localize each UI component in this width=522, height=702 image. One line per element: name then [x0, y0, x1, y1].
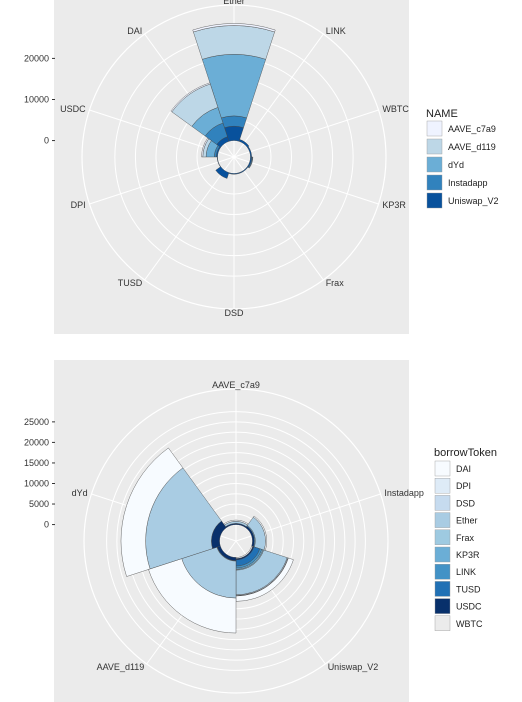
- y-tick-label: 20000: [24, 53, 49, 63]
- legend-key-aave-c7a9: [426, 120, 443, 137]
- legend-key-frax: [434, 529, 451, 545]
- y-tick-label: 10000: [24, 478, 49, 488]
- legend-key-instadapp: [426, 174, 443, 191]
- bar-kp3r-aave-d119: [248, 156, 254, 169]
- y-tick-label: 5000: [29, 499, 49, 509]
- chart-1: Ether LINK WBTC KP3R Frax DSD TUSD DPI USDC DAI 0 1…: [24, 0, 499, 334]
- legend-label-dai: DAI: [456, 464, 471, 474]
- grid-spoke: [233, 156, 324, 281]
- grid-spoke: [233, 156, 379, 205]
- legend-label-tusd: TUSD: [456, 584, 481, 594]
- legend-title: borrowToken: [434, 447, 497, 459]
- legend-label-uniswap-v2: Uniswap_V2: [448, 196, 499, 206]
- legend-title: NAME: [426, 108, 458, 120]
- y-tick-label: 15000: [24, 458, 49, 468]
- legend-label-aave-d119: AAVE_d119: [448, 142, 496, 152]
- legend-label-ether: Ether: [456, 516, 478, 526]
- bar-ether-aave-d119: [193, 25, 275, 60]
- category-label-instadapp: Instadapp: [384, 488, 424, 498]
- legend-label-dyd: dYd: [448, 160, 464, 170]
- category-label-ether: Ether: [223, 0, 245, 6]
- grid-spoke: [89, 156, 235, 205]
- category-label-aave-c7a9: AAVE_c7a9: [212, 380, 260, 390]
- legend-key-uniswap-v2: [426, 192, 443, 209]
- legend-label-aave-c7a9: AAVE_c7a9: [448, 124, 496, 134]
- legend-label-frax: Frax: [456, 533, 475, 543]
- legend-label-usdc: USDC: [456, 602, 482, 612]
- category-label-frax: Frax: [326, 278, 345, 288]
- y-tick-label: 0: [44, 136, 49, 146]
- category-label-aave-d119: AAVE_d119: [97, 662, 145, 672]
- legend-key-wbtc: [434, 615, 451, 631]
- legend-label-dsd: DSD: [456, 498, 476, 508]
- legend-key-ether: [434, 512, 451, 528]
- bar-dai-aave-c7a9: [170, 82, 211, 113]
- category-label-wbtc: WBTC: [382, 104, 409, 114]
- legend-label-link: LINK: [456, 567, 476, 577]
- legend-key-dpi: [434, 478, 451, 494]
- category-label-dpi: DPI: [71, 200, 86, 210]
- grid-spoke: [233, 33, 324, 158]
- grid-spoke: [144, 156, 235, 281]
- y-tick-label: 10000: [24, 94, 49, 104]
- legend-label-wbtc: WBTC: [456, 619, 483, 629]
- legend-label-instadapp: Instadapp: [448, 178, 488, 188]
- legend-key-dyd: [426, 156, 443, 173]
- bar-ether-instadapp: [221, 115, 247, 128]
- category-label-dyd: dYd: [72, 488, 88, 498]
- category-label-kp3r: KP3R: [382, 200, 406, 210]
- category-label-link: LINK: [326, 26, 346, 36]
- category-label-uniswap-v2: Uniswap_V2: [328, 662, 379, 672]
- category-label-usdc: USDC: [60, 104, 86, 114]
- legend-key-aave-d119: [426, 138, 443, 155]
- legend-key-kp3r: [434, 546, 451, 563]
- category-label-dai: DAI: [127, 26, 142, 36]
- legend-key-dai: [434, 460, 451, 477]
- legend-label-kp3r: KP3R: [456, 550, 480, 560]
- y-tick-label: 20000: [24, 437, 49, 447]
- y-tick-label: 0: [44, 520, 49, 530]
- category-label-dsd: DSD: [224, 308, 244, 318]
- y-tick-label: 25000: [24, 417, 49, 427]
- plot-panel: [54, 360, 409, 702]
- legend-key-tusd: [434, 581, 451, 597]
- legend-key-usdc: [434, 598, 451, 614]
- category-label-tusd: TUSD: [118, 278, 143, 288]
- grid-spoke: [233, 109, 379, 158]
- bar-ether-aave-c7a9: [192, 23, 276, 33]
- chart-2: AAVE_c7a9 Instadapp Uniswap_V2 AAVE_d119 dYd…: [24, 360, 497, 702]
- legend-label-dpi: DPI: [456, 481, 471, 491]
- legend-key-link: [434, 564, 451, 580]
- legend-key-dsd: [434, 495, 451, 511]
- bar-dyd-dai: [120, 447, 184, 577]
